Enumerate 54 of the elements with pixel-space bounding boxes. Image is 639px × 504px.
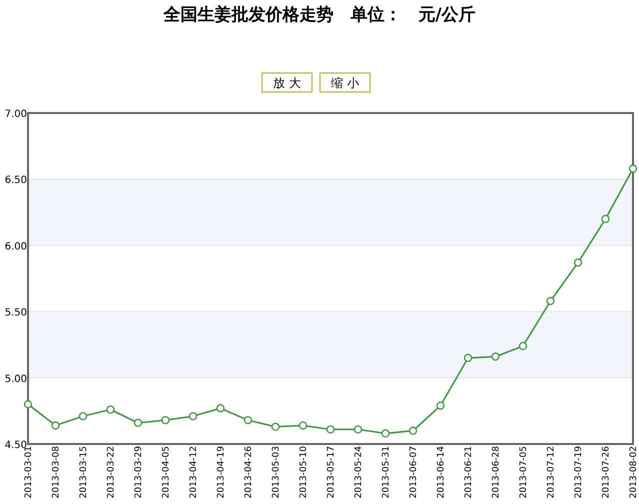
point bbox=[546, 296, 555, 306]
point bbox=[601, 214, 610, 224]
point bbox=[408, 426, 418, 435]
point bbox=[436, 402, 445, 410]
x-tick-label: 2013-08-02 bbox=[629, 446, 639, 498]
point bbox=[216, 404, 225, 412]
x-tick-label: 2013-05-10 bbox=[299, 446, 309, 498]
x-tick-label: 2013-05-24 bbox=[354, 446, 364, 498]
point bbox=[354, 425, 362, 434]
point bbox=[381, 429, 390, 438]
x-tick-label: 2013-05-31 bbox=[382, 446, 392, 498]
point bbox=[24, 400, 32, 408]
x-tick-label: 2013-04-26 bbox=[244, 446, 254, 498]
x-tick-label: 2013-05-17 bbox=[326, 446, 336, 498]
point bbox=[78, 412, 88, 420]
point bbox=[106, 405, 115, 414]
y-tick-label: 6.50 bbox=[4, 175, 27, 186]
point bbox=[188, 412, 198, 420]
x-tick-label: 2013-03-01 bbox=[24, 446, 34, 498]
y-tick-label: 7.00 bbox=[4, 109, 27, 120]
point bbox=[518, 342, 528, 350]
y-tick-label: 5.00 bbox=[4, 374, 27, 385]
point bbox=[51, 421, 60, 430]
x-tick-label: 2013-07-12 bbox=[546, 446, 556, 498]
point bbox=[628, 164, 638, 173]
x-tick-label: 2013-06-28 bbox=[492, 446, 502, 498]
x-tick-label: 2013-06-07 bbox=[409, 446, 419, 498]
y-tick-label: 5.50 bbox=[4, 308, 27, 319]
x-tick-label: 2013-06-14 bbox=[436, 446, 446, 498]
x-tick-label: 2013-07-26 bbox=[602, 446, 612, 498]
chart-title: 全国生姜批发价格走势 单位： 元/公斤 bbox=[162, 4, 476, 25]
x-tick-label: 2013-06-21 bbox=[464, 446, 474, 498]
point bbox=[464, 354, 472, 362]
point bbox=[574, 258, 582, 267]
point bbox=[134, 418, 142, 427]
point bbox=[271, 422, 280, 431]
point bbox=[298, 421, 308, 430]
x-tick-label: 2013-03-15 bbox=[79, 446, 89, 498]
x-tick-label: 2013-04-05 bbox=[162, 446, 172, 498]
point bbox=[244, 416, 252, 424]
text: 放 大 bbox=[273, 76, 301, 90]
point bbox=[326, 425, 335, 434]
y-tick-label: 6.00 bbox=[4, 241, 27, 252]
x-tick-label: 2013-07-19 bbox=[574, 446, 584, 498]
point bbox=[161, 416, 170, 424]
x-tick-label: 2013-04-19 bbox=[216, 446, 226, 498]
x-tick-label: 2013-04-12 bbox=[189, 446, 199, 498]
text: 缩 小 bbox=[331, 76, 359, 90]
x-tick-label: 2013-03-22 bbox=[106, 446, 116, 498]
x-tick-label: 2013-05-03 bbox=[272, 446, 282, 498]
point bbox=[491, 352, 500, 361]
x-tick-label: 2013-03-29 bbox=[134, 446, 144, 498]
x-tick-label: 2013-07-05 bbox=[519, 446, 529, 498]
x-tick-label: 2013-03-08 bbox=[52, 446, 62, 498]
